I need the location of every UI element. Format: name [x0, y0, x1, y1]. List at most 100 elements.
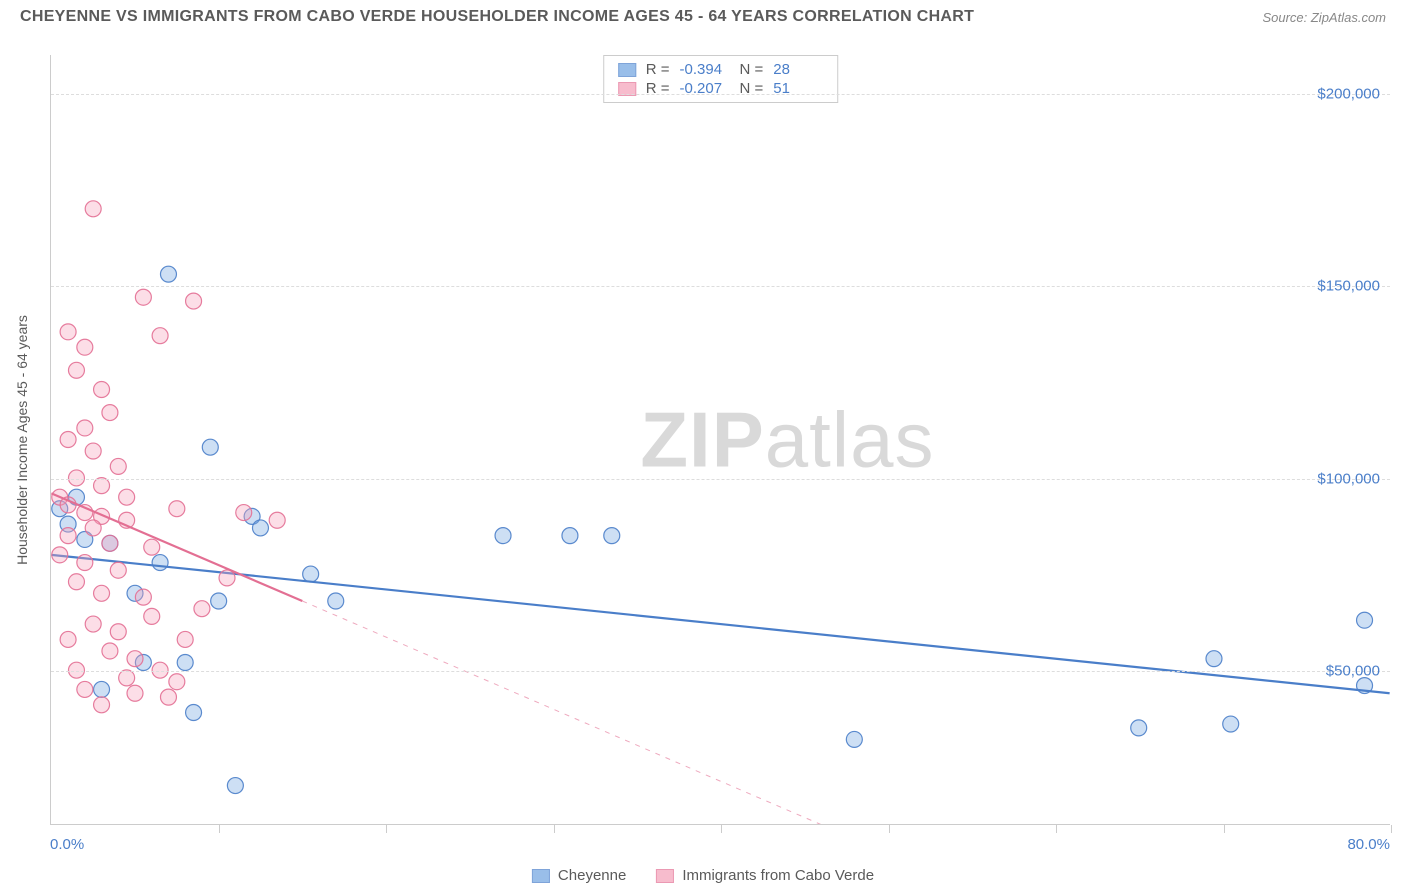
data-point: [160, 689, 176, 705]
data-point: [252, 520, 268, 536]
data-point: [269, 512, 285, 528]
x-tick: [386, 825, 387, 833]
y-tick-label: $100,000: [1317, 470, 1380, 487]
legend-label: Cheyenne: [558, 867, 626, 884]
data-point: [68, 362, 84, 378]
data-point: [152, 328, 168, 344]
x-tick: [721, 825, 722, 833]
data-point: [1206, 651, 1222, 667]
stats-legend: R = -0.394 N = 28R =-0.207N =51: [603, 55, 839, 103]
x-tick: [554, 825, 555, 833]
data-point: [194, 601, 210, 617]
data-point: [85, 443, 101, 459]
chart-container: Householder Income Ages 45 - 64 years ZI…: [50, 55, 1390, 825]
data-point: [160, 266, 176, 282]
data-point: [119, 670, 135, 686]
gridline: [51, 286, 1390, 287]
data-point: [135, 589, 151, 605]
data-point: [1357, 612, 1373, 628]
data-point: [102, 405, 118, 421]
data-point: [177, 655, 193, 671]
n-label: N =: [740, 61, 764, 78]
legend-item: Immigrants from Cabo Verde: [656, 867, 874, 884]
bottom-legend: Cheyenne Immigrants from Cabo Verde: [532, 867, 874, 884]
data-point: [169, 501, 185, 517]
data-point: [60, 528, 76, 544]
watermark-bold: ZIP: [640, 395, 764, 483]
n-value: 28: [773, 61, 823, 78]
legend-swatch: [618, 63, 636, 77]
plot-area: ZIPatlas R = -0.394 N = 28R =-0.207N =51 $5…: [50, 55, 1390, 825]
data-point: [328, 593, 344, 609]
x-tick: [889, 825, 890, 833]
gridline: [51, 94, 1390, 95]
data-point: [77, 555, 93, 571]
data-point: [85, 520, 101, 536]
data-point: [110, 458, 126, 474]
data-point: [52, 489, 68, 505]
data-point: [169, 674, 185, 690]
data-point: [68, 574, 84, 590]
data-point: [1357, 678, 1373, 694]
x-axis-min-label: 0.0%: [50, 836, 84, 853]
data-point: [144, 539, 160, 555]
data-point: [127, 651, 143, 667]
y-tick-label: $150,000: [1317, 278, 1380, 295]
watermark-light: atlas: [765, 395, 935, 483]
data-point: [152, 555, 168, 571]
data-point: [94, 697, 110, 713]
data-point: [202, 439, 218, 455]
data-point: [68, 489, 84, 505]
data-point: [85, 201, 101, 217]
data-point: [236, 505, 252, 521]
data-point: [110, 624, 126, 640]
data-point: [102, 535, 118, 551]
data-point: [127, 685, 143, 701]
r-value: -0.394: [680, 61, 730, 78]
data-point: [604, 528, 620, 544]
data-point: [846, 731, 862, 747]
data-point: [1223, 716, 1239, 732]
y-tick-label: $50,000: [1326, 663, 1380, 680]
data-point: [110, 562, 126, 578]
watermark: ZIPatlas: [640, 394, 934, 485]
data-point: [60, 432, 76, 448]
data-point: [244, 508, 260, 524]
x-tick: [219, 825, 220, 833]
data-point: [144, 608, 160, 624]
legend-swatch: [532, 869, 550, 883]
gridline: [51, 671, 1390, 672]
chart-source: Source: ZipAtlas.com: [1262, 10, 1386, 25]
r-label: R =: [646, 61, 670, 78]
gridline: [51, 479, 1390, 480]
data-point: [177, 631, 193, 647]
data-point: [135, 655, 151, 671]
data-point: [562, 528, 578, 544]
data-point: [77, 531, 93, 547]
chart-header: CHEYENNE VS IMMIGRANTS FROM CABO VERDE H…: [0, 0, 1406, 30]
data-point: [60, 497, 76, 513]
y-axis-title: Householder Income Ages 45 - 64 years: [14, 315, 30, 565]
data-point: [495, 528, 511, 544]
data-point: [186, 705, 202, 721]
data-point: [60, 324, 76, 340]
stats-row: R =-0.207N =51: [618, 79, 824, 98]
y-tick-label: $200,000: [1317, 85, 1380, 102]
data-point: [94, 508, 110, 524]
data-point: [52, 547, 68, 563]
data-point: [77, 681, 93, 697]
data-point: [60, 516, 76, 532]
legend-label: Immigrants from Cabo Verde: [682, 867, 874, 884]
data-point: [102, 535, 118, 551]
data-point: [94, 585, 110, 601]
x-tick: [1056, 825, 1057, 833]
data-point: [211, 593, 227, 609]
stats-row: R = -0.394 N = 28: [618, 60, 824, 79]
data-point: [94, 382, 110, 398]
data-point: [77, 339, 93, 355]
data-point: [186, 293, 202, 309]
data-point: [77, 420, 93, 436]
x-tick: [1224, 825, 1225, 833]
data-point: [119, 489, 135, 505]
data-point: [1131, 720, 1147, 736]
